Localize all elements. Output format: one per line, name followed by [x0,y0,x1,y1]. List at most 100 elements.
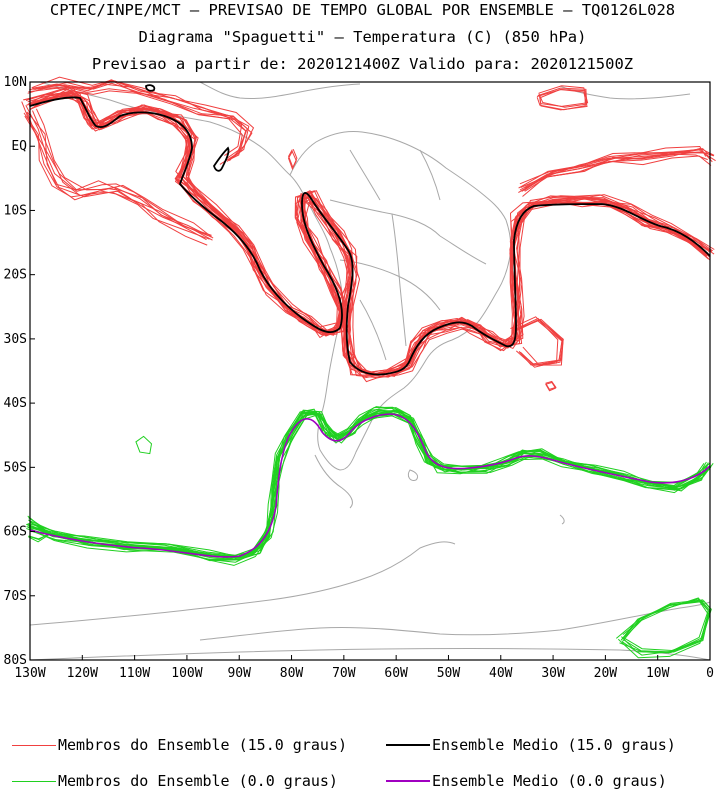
lon-tick-label: 90W [227,666,251,681]
lon-tick-label: 100W [171,666,202,681]
ensemble-member-contour [26,406,707,557]
ensemble-member-contour [30,413,711,562]
ensemble-member-contour [514,318,564,367]
lon-tick-label: 110W [119,666,150,681]
legend-label: Membros do Ensemble (0.0 graus) [58,772,338,790]
ensemble-member-contour [25,92,707,376]
ensemble-member-contour [522,155,712,197]
title-line-2: Diagrama "Spaguetti" – Temperatura (C) (… [138,28,587,46]
ensemble-member-contour [23,87,710,374]
ensemble-member-contour [32,85,710,377]
lat-tick-label: 20S [4,268,27,283]
ensemble-members-15 [21,76,716,392]
ensemble-member-contour [21,101,208,237]
lon-tick-label: 120W [67,666,98,681]
ensemble-member-contour [32,110,212,238]
map-frame [29,81,711,661]
ensemble-member-contour [29,91,712,375]
ensemble-member-contour [35,79,250,162]
lon-tick-label: 0 [706,666,714,681]
lon-tick-label: 70W [332,666,356,681]
ensemble-member-contour [524,151,715,189]
ensemble-member-contour [28,409,709,560]
legend-label: Ensemble Medio (0.0 graus) [432,772,667,790]
ensemble-member-contour [26,411,711,563]
lat-tick-label: 30S [4,332,27,347]
lon-tick-label: 130W [14,666,45,681]
ensemble-member-contour [28,92,711,377]
ensemble-member-contour [135,435,153,455]
ensemble-member-contour [27,92,708,374]
ensemble-member-contour [35,92,713,376]
ensemble-member-contour [31,91,713,376]
ensemble-member-contour [617,601,709,659]
ensemble-member-contour [34,81,253,158]
ensemble-mean-0 [29,413,711,558]
lat-tick-label: 10N [4,75,27,90]
lat-tick-label: 60S [4,525,27,540]
lon-tick-label: 50W [437,666,461,681]
lon-tick-label: 40W [489,666,513,681]
lon-tick-label: 30W [541,666,565,681]
ensemble-member-contour [30,406,711,556]
ensemble-member-contour [32,90,711,375]
ensemble-member-contour [518,153,708,194]
axis-ticks [29,81,711,661]
ensemble-member-contour [35,92,715,377]
lat-tick-label: 50S [4,460,27,475]
title-line-1: CPTEC/INPE/MCT – PREVISAO DE TEMPO GLOBA… [49,1,676,19]
legend-member-15: Membros do Ensemble (15.0 graus) [12,736,347,754]
ensemble-member-contour [29,96,711,383]
lon-tick-label: 10W [646,666,670,681]
ensemble-member-contour [518,148,709,189]
ensemble-member-contour [32,410,711,561]
ensemble-member-contour [27,90,706,376]
ensemble-member-contour [31,409,714,558]
ensemble-member-contour [28,94,708,379]
legend-swatch [386,744,430,746]
lat-tick-label: 10S [4,203,27,218]
ensemble-member-contour [30,97,711,379]
ensemble-member-contour [34,410,712,559]
lat-tick-label: 70S [4,589,27,604]
title-line-3: Previsao a partir de: 2020121400Z Valido… [91,55,634,73]
legend-swatch [12,744,56,746]
lat-tick-label: EQ [11,139,27,154]
ensemble-member-contour [30,409,709,557]
ensemble-member-contour [510,316,559,366]
lon-tick-label: 80W [280,666,304,681]
ensemble-member-contour [25,105,212,236]
ensemble-member-contour [29,95,705,378]
legend-swatch [386,780,430,782]
ensemble-member-contour [28,407,708,559]
ensemble-member-contour [26,97,709,376]
legend-swatch [12,780,56,782]
ensemble-member-contour [288,149,298,169]
legend-mean-0: Ensemble Medio (0.0 graus) [386,772,667,790]
ensemble-member-contour [519,145,707,185]
ensemble-member-contour [29,412,709,560]
ensemble-member-contour [24,86,709,376]
ensemble-member-contour [26,411,707,560]
ensemble-member-contour [32,409,711,557]
lon-tick-label: 60W [384,666,408,681]
ensemble-mean-15 [29,84,711,376]
legend-label: Membros do Ensemble (15.0 graus) [58,736,347,754]
ensemble-member-contour [32,92,715,377]
legend-member-0: Membros do Ensemble (0.0 graus) [12,772,338,790]
ensemble-member-contour [539,88,588,111]
ensemble-member-contour [23,112,210,240]
ensemble-member-contour [26,411,705,558]
ensemble-member-contour [29,83,243,157]
lat-tick-label: 80S [4,653,27,668]
ensemble-member-contour [287,150,297,171]
ensemble-member-contour [545,380,557,390]
ensemble-member-contour [545,381,557,392]
legend-mean-15: Ensemble Medio (15.0 graus) [386,736,676,754]
lat-tick-label: 40S [4,396,27,411]
ensemble-members-0 [26,406,714,659]
legend-label: Ensemble Medio (15.0 graus) [432,736,676,754]
lon-tick-label: 20W [594,666,618,681]
